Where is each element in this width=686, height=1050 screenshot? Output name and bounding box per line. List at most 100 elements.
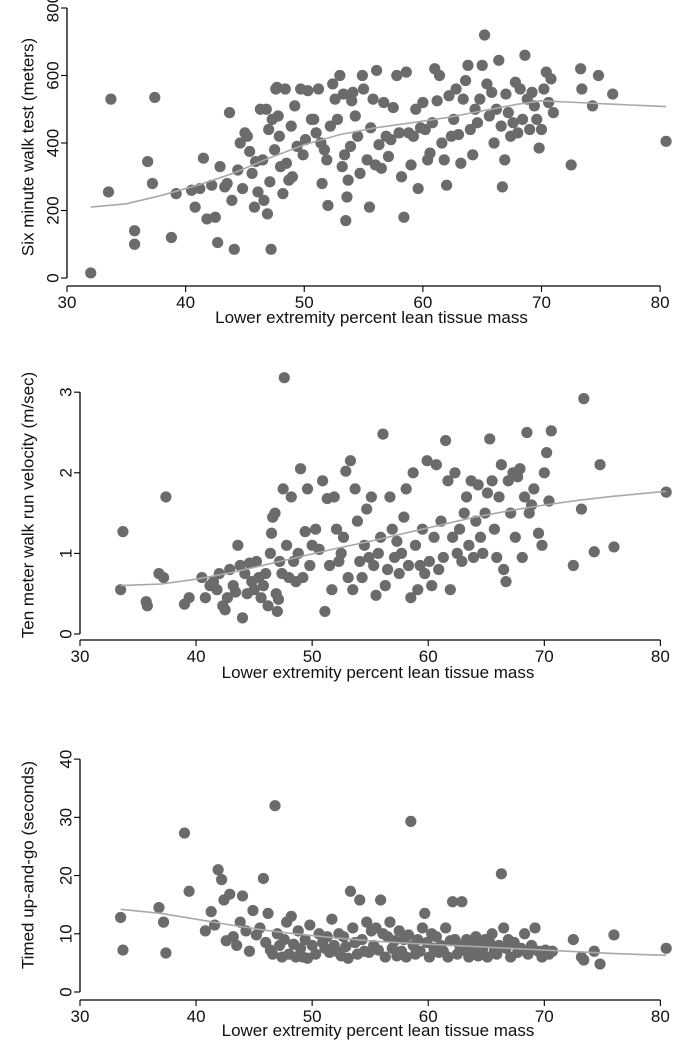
data-point xyxy=(433,69,446,82)
x-tick-label: 50 xyxy=(303,647,322,666)
data-point xyxy=(255,592,267,604)
x-axis-title: Lower extremity percent lean tissue mass xyxy=(215,308,528,327)
y-tick-label: 30 xyxy=(57,808,76,827)
data-point xyxy=(478,29,491,41)
data-point xyxy=(243,945,256,957)
data-point xyxy=(213,567,225,580)
data-point xyxy=(342,571,354,584)
x-tick-label: 60 xyxy=(419,1007,438,1026)
data-point xyxy=(402,559,415,572)
data-point xyxy=(319,605,331,618)
y-tick-label: 800 xyxy=(44,0,63,22)
data-point xyxy=(387,101,399,114)
data-point xyxy=(493,491,505,503)
data-point xyxy=(385,134,397,146)
data-point xyxy=(419,123,431,136)
data-point xyxy=(346,95,358,107)
data-point xyxy=(281,539,293,551)
data-point xyxy=(402,929,415,941)
data-point xyxy=(470,515,482,527)
data-point xyxy=(528,483,540,495)
data-point xyxy=(479,507,491,519)
data-point xyxy=(257,580,270,592)
x-tick-label: 80 xyxy=(651,293,670,312)
data-point xyxy=(449,467,461,479)
data-point xyxy=(547,107,559,119)
data-point xyxy=(495,459,507,471)
data-point xyxy=(441,179,453,191)
data-point xyxy=(244,145,256,158)
y-tick-label: 3 xyxy=(57,387,76,396)
data-point xyxy=(368,559,380,572)
data-point xyxy=(388,935,401,947)
data-point xyxy=(532,527,545,539)
data-point xyxy=(361,916,373,928)
data-point xyxy=(423,555,435,568)
data-point xyxy=(328,491,340,503)
data-point xyxy=(331,113,344,125)
x-tick-label: 80 xyxy=(651,1007,670,1026)
x-tick-label: 30 xyxy=(71,1007,90,1026)
data-point xyxy=(443,90,455,102)
data-point xyxy=(379,951,391,963)
data-point xyxy=(337,531,350,543)
data-point xyxy=(338,149,351,161)
data-point xyxy=(594,958,606,970)
data-point xyxy=(149,91,161,104)
data-point xyxy=(252,186,264,198)
data-point xyxy=(538,83,550,95)
data-point xyxy=(316,177,328,190)
data-point xyxy=(516,113,529,125)
panel-ten-meter-walk: 0 1 2 3 30 40 50 60 70 80 Lower extremity percent … xyxy=(19,372,672,682)
data-point xyxy=(349,483,361,495)
data-point xyxy=(393,127,405,139)
data-point xyxy=(285,120,297,132)
data-point xyxy=(483,110,495,122)
data-point xyxy=(337,931,350,943)
data-point xyxy=(375,894,387,906)
data-point xyxy=(491,948,503,960)
data-point xyxy=(400,951,412,963)
data-point xyxy=(400,483,412,495)
data-point xyxy=(326,584,338,596)
data-point xyxy=(416,922,429,934)
data-point xyxy=(201,213,213,225)
data-point xyxy=(223,107,236,119)
data-point xyxy=(433,563,445,576)
data-point xyxy=(227,931,239,943)
data-point xyxy=(361,154,373,166)
data-point xyxy=(382,563,394,576)
data-point xyxy=(500,88,512,100)
data-point xyxy=(370,589,382,601)
data-point xyxy=(578,954,590,966)
data-point xyxy=(545,73,557,85)
data-point xyxy=(268,144,281,156)
data-point xyxy=(373,139,385,151)
data-point xyxy=(212,236,224,249)
data-point xyxy=(273,130,285,142)
data-point xyxy=(297,571,309,584)
data-point xyxy=(514,83,526,95)
data-point xyxy=(234,916,246,928)
data-point xyxy=(279,83,291,95)
data-point xyxy=(232,539,244,551)
data-point xyxy=(486,86,498,98)
data-point xyxy=(271,81,283,93)
data-point xyxy=(499,154,511,166)
data-point xyxy=(105,93,117,105)
trend-line xyxy=(90,99,667,208)
data-point xyxy=(247,904,259,917)
data-point xyxy=(142,155,154,168)
data-point xyxy=(351,515,364,527)
data-point xyxy=(502,107,514,119)
y-tick-label: 20 xyxy=(57,866,76,885)
data-point xyxy=(442,475,454,487)
data-point xyxy=(234,137,246,149)
panel-timed-up-and-go: 0 10 20 30 40 30 40 50 60 70 80 Lower extremity per… xyxy=(19,750,672,1040)
data-point xyxy=(263,123,275,136)
data-point xyxy=(264,176,276,188)
x-tick-label: 70 xyxy=(535,1007,554,1026)
data-point xyxy=(229,586,242,598)
data-point xyxy=(437,551,449,564)
data-point xyxy=(354,167,366,179)
